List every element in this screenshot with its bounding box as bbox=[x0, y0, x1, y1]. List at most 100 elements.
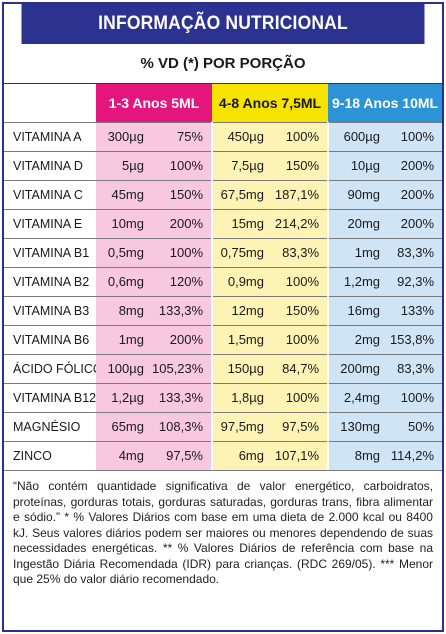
cell-amount-9-18: 200mg bbox=[327, 353, 385, 383]
nutrient-name: VITAMINA B2 bbox=[4, 266, 96, 296]
table-row: VITAMINA E 10mg 200% 15mg 214,2% 20mg 200% bbox=[4, 208, 443, 238]
cell-amount-9-18: 130mg bbox=[327, 411, 385, 441]
cell-amount-9-18: 90mg bbox=[327, 179, 385, 209]
cell-amount-4-8: 150µg bbox=[211, 353, 268, 383]
cell-pct-1-3: 133,3% bbox=[148, 295, 212, 325]
cell-amount-1-3: 300µg bbox=[96, 121, 148, 151]
cell-pct-1-3: 133,3% bbox=[148, 382, 212, 412]
nutrient-name: ÁCIDO FÓLICO bbox=[4, 353, 96, 383]
cell-pct-9-18: 133% bbox=[384, 295, 443, 325]
cell-pct-1-3: 200% bbox=[148, 208, 212, 238]
cell-amount-9-18: 16mg bbox=[327, 295, 385, 325]
table-row: MAGNÉSIO 65mg 108,3% 97,5mg 97,5% 130mg 50% bbox=[4, 411, 443, 441]
table-header-row: 1-3 Anos 5ML 4-8 Anos 7,5ML 9-18 Anos 10… bbox=[4, 84, 443, 123]
cell-pct-4-8: 187,1% bbox=[268, 179, 329, 209]
serving-subtitle: % VD (*) POR PORÇÃO bbox=[4, 44, 442, 84]
cell-amount-1-3: 1,2µg bbox=[96, 382, 148, 412]
nutrient-name: VITAMINA C bbox=[4, 179, 96, 209]
cell-amount-4-8: 15mg bbox=[211, 208, 268, 238]
cell-amount-9-18: 600µg bbox=[327, 121, 385, 151]
cell-amount-4-8: 97,5mg bbox=[211, 411, 268, 441]
cell-pct-4-8: 107,1% bbox=[268, 440, 329, 470]
cell-pct-9-18: 200% bbox=[384, 179, 443, 209]
table-row: ZINCO 4mg 97,5% 6mg 107,1% 8mg 114,2% bbox=[4, 440, 443, 470]
cell-pct-9-18: 114,2% bbox=[384, 440, 443, 470]
cell-amount-1-3: 8mg bbox=[96, 295, 148, 325]
nutrient-name: VITAMINA A bbox=[4, 121, 96, 151]
cell-pct-1-3: 120% bbox=[148, 266, 212, 296]
cell-amount-1-3: 0,5mg bbox=[96, 237, 148, 267]
nutrition-table: 1-3 Anos 5ML 4-8 Anos 7,5ML 9-18 Anos 10… bbox=[4, 84, 443, 470]
nutrient-name: MAGNÉSIO bbox=[4, 411, 96, 441]
cell-amount-9-18: 2,4mg bbox=[327, 382, 385, 412]
cell-pct-1-3: 105,23% bbox=[148, 353, 212, 383]
cell-pct-4-8: 150% bbox=[268, 295, 329, 325]
cell-amount-1-3: 0,6mg bbox=[96, 266, 148, 296]
cell-pct-4-8: 100% bbox=[268, 382, 329, 412]
cell-pct-4-8: 97,5% bbox=[268, 411, 329, 441]
group-header-1-3-anos: 1-3 Anos 5ML bbox=[96, 84, 212, 123]
cell-pct-9-18: 200% bbox=[384, 208, 443, 238]
nutrition-title: INFORMAÇÃO NUTRICIONAL bbox=[21, 4, 425, 44]
header-blank-cell bbox=[4, 84, 96, 123]
cell-pct-9-18: 83,3% bbox=[384, 237, 443, 267]
cell-amount-4-8: 1,5mg bbox=[211, 324, 268, 354]
nutrient-name: VITAMINA D bbox=[4, 150, 96, 180]
cell-amount-9-18: 8mg bbox=[327, 440, 385, 470]
cell-pct-1-3: 100% bbox=[148, 237, 212, 267]
group-header-4-8-anos: 4-8 Anos 7,5ML bbox=[212, 84, 329, 123]
cell-pct-1-3: 100% bbox=[148, 150, 212, 180]
cell-amount-9-18: 2mg bbox=[327, 324, 385, 354]
footnote-no-significant: “Não contém quantidade significativa de … bbox=[13, 479, 433, 524]
cell-pct-4-8: 150% bbox=[268, 150, 329, 180]
nutrient-name: ZINCO bbox=[4, 440, 96, 470]
table-row: VITAMINA B1 0,5mg 100% 0,75mg 83,3% 1mg 83,3% bbox=[4, 237, 443, 267]
cell-pct-9-18: 83,3% bbox=[384, 353, 443, 383]
footnote: “Não contém quantidade significativa de … bbox=[4, 470, 442, 588]
cell-pct-1-3: 97,5% bbox=[148, 440, 212, 470]
cell-amount-9-18: 1,2mg bbox=[327, 266, 385, 296]
table-row: VITAMINA B12 1,2µg 133,3% 1,8µg 100% 2,4mg 100… bbox=[4, 382, 443, 412]
cell-amount-9-18: 1mg bbox=[327, 237, 385, 267]
cell-amount-4-8: 0,9mg bbox=[211, 266, 268, 296]
table-row: VITAMINA B3 8mg 133,3% 12mg 150% 16mg 133% bbox=[4, 295, 443, 325]
cell-amount-1-3: 65mg bbox=[96, 411, 148, 441]
cell-pct-9-18: 153,8% bbox=[384, 324, 443, 354]
table-row: ÁCIDO FÓLICO 100µg 105,23% 150µg 84,7% 200mg 8… bbox=[4, 353, 443, 383]
cell-amount-1-3: 5µg bbox=[96, 150, 148, 180]
cell-pct-4-8: 83,3% bbox=[268, 237, 329, 267]
cell-pct-4-8: 100% bbox=[268, 121, 329, 151]
cell-amount-1-3: 100µg bbox=[96, 353, 148, 383]
cell-amount-1-3: 1mg bbox=[96, 324, 148, 354]
cell-pct-4-8: 100% bbox=[268, 266, 329, 296]
cell-amount-1-3: 45mg bbox=[96, 179, 148, 209]
cell-pct-4-8: 100% bbox=[268, 324, 329, 354]
cell-amount-4-8: 6mg bbox=[211, 440, 268, 470]
cell-amount-9-18: 10µg bbox=[327, 150, 385, 180]
cell-pct-1-3: 75% bbox=[148, 121, 212, 151]
cell-amount-4-8: 7,5µg bbox=[211, 150, 268, 180]
cell-amount-4-8: 67,5mg bbox=[211, 179, 268, 209]
cell-pct-9-18: 100% bbox=[384, 121, 443, 151]
table-row: VITAMINA B6 1mg 200% 1,5mg 100% 2mg 153,8% bbox=[4, 324, 443, 354]
cell-pct-1-3: 200% bbox=[148, 324, 212, 354]
cell-pct-1-3: 150% bbox=[148, 179, 212, 209]
table-row: VITAMINA C 45mg 150% 67,5mg 187,1% 90mg 200% bbox=[4, 179, 443, 209]
cell-amount-1-3: 4mg bbox=[96, 440, 148, 470]
table-row: VITAMINA B2 0,6mg 120% 0,9mg 100% 1,2mg 92,3% bbox=[4, 266, 443, 296]
nutrient-name: VITAMINA B3 bbox=[4, 295, 96, 325]
table-row: VITAMINA A 300µg 75% 450µg 100% 600µg 100% bbox=[4, 121, 443, 151]
footnote-daily-values: * % Valores Diários com base em uma diet… bbox=[13, 510, 433, 586]
cell-amount-9-18: 20mg bbox=[327, 208, 385, 238]
cell-pct-9-18: 50% bbox=[384, 411, 443, 441]
cell-pct-4-8: 84,7% bbox=[268, 353, 329, 383]
cell-pct-1-3: 108,3% bbox=[148, 411, 212, 441]
cell-pct-9-18: 100% bbox=[384, 382, 443, 412]
cell-amount-4-8: 450µg bbox=[211, 121, 268, 151]
group-header-9-18-anos: 9-18 Anos 10ML bbox=[328, 84, 443, 123]
cell-amount-1-3: 10mg bbox=[96, 208, 148, 238]
cell-pct-9-18: 92,3% bbox=[384, 266, 443, 296]
nutrient-name: VITAMINA E bbox=[4, 208, 96, 238]
nutrient-name: VITAMINA B1 bbox=[4, 237, 96, 267]
